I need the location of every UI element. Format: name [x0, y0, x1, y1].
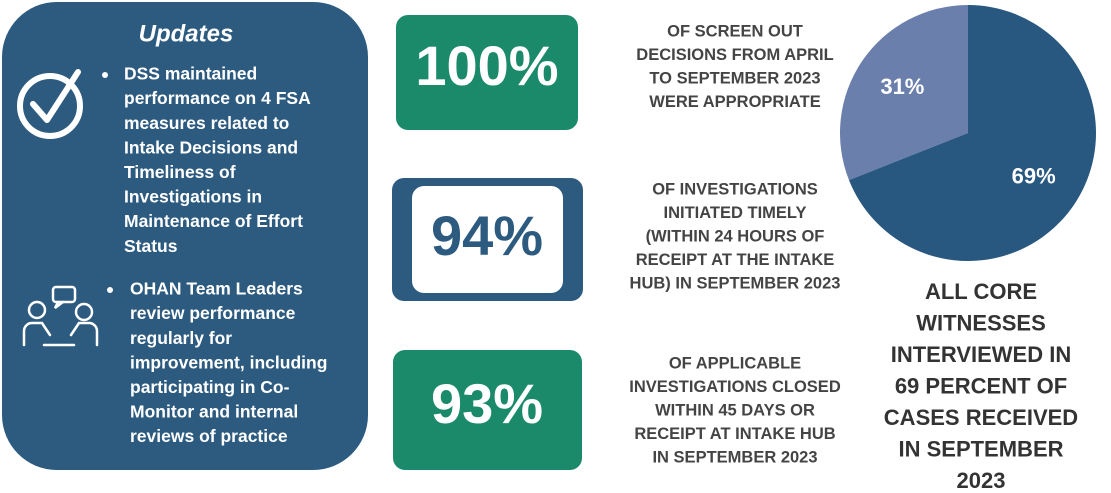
pie-label: 31%	[880, 74, 924, 99]
stat-text: HUB) IN SEPTEMBER 2023	[630, 274, 841, 292]
stat-text: IN SEPTEMBER 2023	[652, 448, 817, 466]
stat-figure: 100%	[415, 34, 558, 97]
stat-text: OF APPLICABLE	[669, 354, 801, 372]
pie-caption: 2023	[957, 468, 1006, 493]
update-text: Intake Decisions and	[124, 137, 298, 157]
pie-caption: IN SEPTEMBER	[898, 436, 1063, 461]
pie-caption: CASES RECEIVED	[884, 405, 1078, 430]
pie-caption: WITNESSES	[916, 310, 1046, 335]
update-text: Status	[124, 236, 178, 256]
stat-box	[396, 15, 578, 130]
stat-text: RECEIPT AT INTAKE HUB	[634, 425, 835, 443]
pie-caption: ALL CORE	[925, 279, 1037, 304]
update-text: Investigations in	[124, 187, 262, 207]
stat-text: RECEIPT AT THE INTAKE	[636, 251, 835, 269]
update-text: OHAN Team Leaders	[130, 279, 303, 299]
update-text: participating in Co-	[130, 377, 290, 397]
bullet	[102, 72, 108, 78]
pie-caption: INTERVIEWED IN	[891, 342, 1072, 367]
update-text: Maintenance of Effort	[124, 211, 303, 231]
stat-figure: 94%	[431, 204, 543, 267]
update-text: improvement, including	[130, 352, 327, 372]
stat-text: TO SEPTEMBER 2023	[649, 69, 820, 87]
stat-text: OF SCREEN OUT	[667, 22, 803, 40]
check-icon	[17, 69, 83, 139]
updates-panel	[2, 2, 368, 470]
update-text: DSS maintained	[124, 64, 257, 84]
stat-text: INITIATED TIMELY	[663, 204, 806, 222]
pie-caption: 69 PERCENT OF	[895, 373, 1067, 398]
stat-text: WITHIN 45 DAYS OR	[655, 401, 815, 419]
pie-label: 69%	[1012, 163, 1056, 188]
bullet	[107, 287, 113, 293]
update-text: measures related to	[124, 113, 289, 133]
update-text: Timeliness of	[124, 162, 236, 182]
pie-slice	[848, 5, 1096, 261]
update-text: performance on 4 FSA	[124, 88, 311, 108]
update-text: Monitor and internal	[130, 402, 298, 422]
stat-text: WERE APPROPRIATE	[649, 93, 820, 111]
stat-text: (WITHIN 24 HOURS OF	[646, 227, 825, 245]
stat-text: INVESTIGATIONS CLOSED	[629, 378, 841, 396]
stat-box-inner	[412, 186, 563, 293]
update-text: regularly for	[130, 328, 232, 348]
stat-text: DECISIONS FROM APRIL	[636, 46, 833, 64]
pie-slice	[840, 5, 968, 181]
stat-figure: 93%	[431, 372, 543, 435]
update-text: reviews of practice	[130, 426, 288, 446]
stat-box	[393, 350, 582, 470]
updates-title: Updates	[139, 20, 234, 47]
stat-text: OF INVESTIGATIONS	[652, 180, 818, 198]
people-icon	[22, 285, 99, 347]
update-text: review performance	[130, 303, 296, 323]
